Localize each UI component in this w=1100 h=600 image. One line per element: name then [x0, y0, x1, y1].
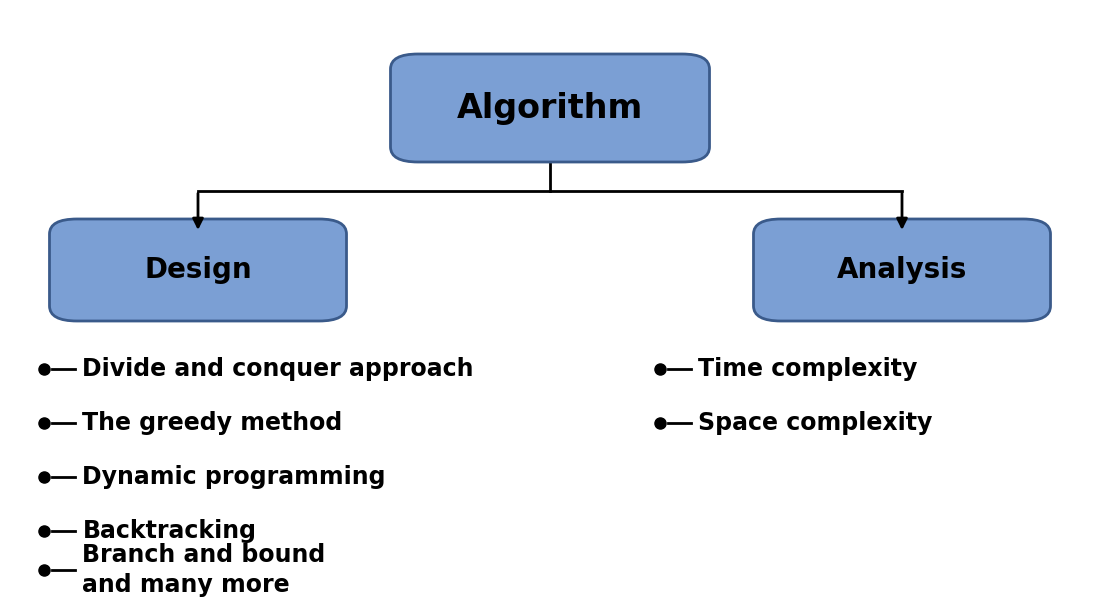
FancyBboxPatch shape	[50, 219, 346, 321]
FancyBboxPatch shape	[754, 219, 1050, 321]
Text: Branch and bound
and many more: Branch and bound and many more	[82, 543, 326, 597]
Text: Analysis: Analysis	[837, 256, 967, 284]
Text: Time complexity: Time complexity	[698, 357, 917, 381]
Text: Backtracking: Backtracking	[82, 519, 256, 543]
Text: Divide and conquer approach: Divide and conquer approach	[82, 357, 474, 381]
Text: The greedy method: The greedy method	[82, 411, 343, 435]
Text: Dynamic programming: Dynamic programming	[82, 465, 386, 489]
Text: Algorithm: Algorithm	[456, 92, 644, 125]
Text: Design: Design	[144, 256, 252, 284]
Text: Space complexity: Space complexity	[698, 411, 933, 435]
FancyBboxPatch shape	[390, 54, 710, 162]
